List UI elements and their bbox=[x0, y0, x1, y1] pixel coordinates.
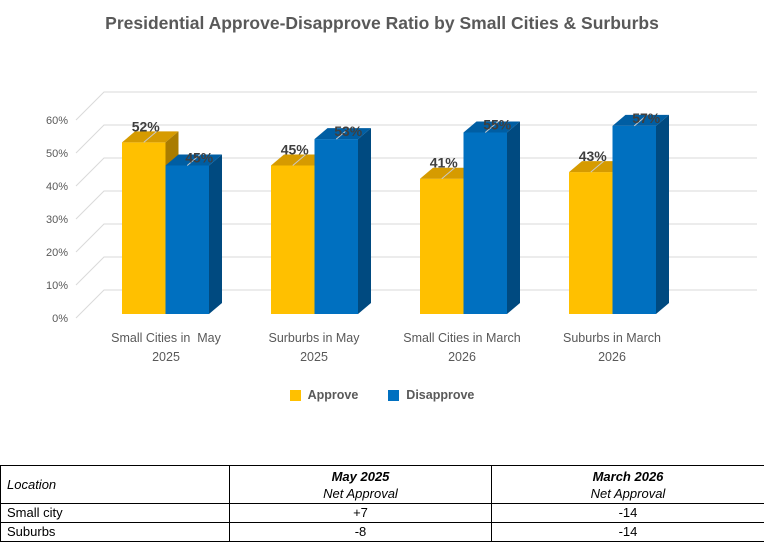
y-axis-tick-label: 20% bbox=[46, 247, 68, 259]
bar-disapprove-top-highlight bbox=[335, 127, 350, 140]
header-may-2025: May 2025 Net Approval bbox=[229, 465, 492, 504]
table-row: Suburbs -8 -14 bbox=[0, 522, 764, 542]
data-label: 53% bbox=[334, 123, 363, 139]
gridline bbox=[75, 223, 757, 253]
legend-label-disapprove: Disapprove bbox=[406, 388, 475, 402]
y-axis-tick-label: 10% bbox=[46, 280, 68, 292]
bar-approve-front bbox=[569, 172, 613, 314]
data-label: 57% bbox=[632, 110, 661, 126]
y-axis-tick-label: 30% bbox=[46, 214, 68, 226]
bar-disapprove-side bbox=[209, 154, 222, 314]
gridline bbox=[75, 289, 757, 319]
gridline bbox=[75, 124, 757, 154]
x-axis-label-small-cities-march: Small Cities in March 2026 bbox=[403, 331, 521, 364]
bar-approve-front bbox=[420, 178, 464, 314]
x-axis-label-surburbs-may: Surburbs in May 2025 bbox=[268, 331, 360, 364]
data-label: 52% bbox=[132, 118, 161, 134]
header-may-2025-subtitle: Net Approval bbox=[323, 485, 398, 501]
header-may-2025-title: May 2025 bbox=[331, 468, 390, 484]
bar-disapprove-front bbox=[165, 165, 209, 314]
bar-disapprove-side bbox=[358, 128, 371, 314]
approve-swatch-icon bbox=[289, 389, 301, 401]
table-header-row: Location May 2025 Net Approval March 202… bbox=[0, 465, 764, 504]
disapprove-swatch-icon bbox=[388, 389, 400, 401]
data-label: 43% bbox=[579, 148, 608, 164]
header-march-2026-title: March 2026 bbox=[592, 468, 664, 484]
chart-title: Presidential Approve-Disapprove Ratio by… bbox=[105, 13, 659, 33]
data-label: 55% bbox=[483, 117, 512, 133]
gridline bbox=[75, 91, 757, 121]
bar-approve-top-highlight bbox=[292, 154, 307, 166]
table-row: Small city +7 -14 bbox=[0, 503, 764, 523]
x-axis-label-small-cities-may: Small Cities in May 2025 bbox=[111, 331, 221, 364]
legend-label-approve: Approve bbox=[307, 388, 359, 402]
data-label: 45% bbox=[185, 150, 214, 166]
net-approval-table: Location May 2025 Net Approval March 202… bbox=[0, 465, 764, 542]
bar-disapprove-front bbox=[612, 125, 656, 315]
bar-disapprove-side bbox=[656, 114, 669, 315]
bar-approve-top-highlight bbox=[441, 167, 456, 180]
bar-approve-front bbox=[271, 165, 315, 314]
bar-disapprove-top-highlight bbox=[484, 121, 499, 133]
data-label: 41% bbox=[430, 155, 459, 171]
bar-disapprove-top-highlight bbox=[186, 154, 201, 166]
header-march-2026: March 2026 Net Approval bbox=[491, 465, 764, 504]
bar-disapprove-front bbox=[463, 132, 507, 314]
bar-approve-top-highlight bbox=[590, 160, 605, 173]
y-axis-tick-label: 40% bbox=[46, 181, 68, 193]
cell-suburbs-march: -14 bbox=[491, 522, 764, 542]
bar-chart: 0% 10% 20% 30% 40% 50% 60% 52% 45% 45% 53% 41% 55% 43… bbox=[0, 70, 764, 364]
gridline bbox=[75, 190, 757, 220]
header-location: Location bbox=[0, 465, 230, 504]
cell-small-city-march: -14 bbox=[491, 503, 764, 523]
header-march-2026-subtitle: Net Approval bbox=[590, 485, 666, 501]
bar-disapprove-top-highlight bbox=[633, 114, 648, 127]
gridline bbox=[75, 157, 757, 187]
bar-disapprove-side bbox=[507, 121, 520, 314]
bar-chart-canvas: 0% 10% 20% 30% 40% 50% 60% 52% 45% 45% 53% 41% 55% 43… bbox=[46, 91, 757, 325]
cell-location-suburbs: Suburbs bbox=[0, 522, 230, 542]
legend-item-disapprove: Disapprove bbox=[388, 388, 474, 402]
cell-location-small-city: Small city bbox=[0, 503, 230, 523]
chart-legend: Approve Disapprove bbox=[0, 386, 764, 404]
y-axis-tick-label: 0% bbox=[52, 313, 68, 325]
gridline bbox=[75, 256, 757, 286]
bar-approve-front bbox=[122, 142, 166, 314]
data-label: 45% bbox=[281, 142, 310, 158]
y-axis-tick-label: 60% bbox=[46, 115, 68, 127]
legend-item-approve: Approve bbox=[289, 388, 359, 402]
bar-disapprove-front bbox=[314, 139, 358, 314]
cell-suburbs-may: -8 bbox=[229, 522, 492, 542]
bar-approve-top-highlight bbox=[143, 131, 158, 143]
x-axis-label-suburbs-march: Suburbs in March 2026 bbox=[563, 331, 661, 364]
cell-small-city-may: +7 bbox=[229, 503, 492, 523]
y-axis-tick-label: 50% bbox=[46, 148, 68, 160]
